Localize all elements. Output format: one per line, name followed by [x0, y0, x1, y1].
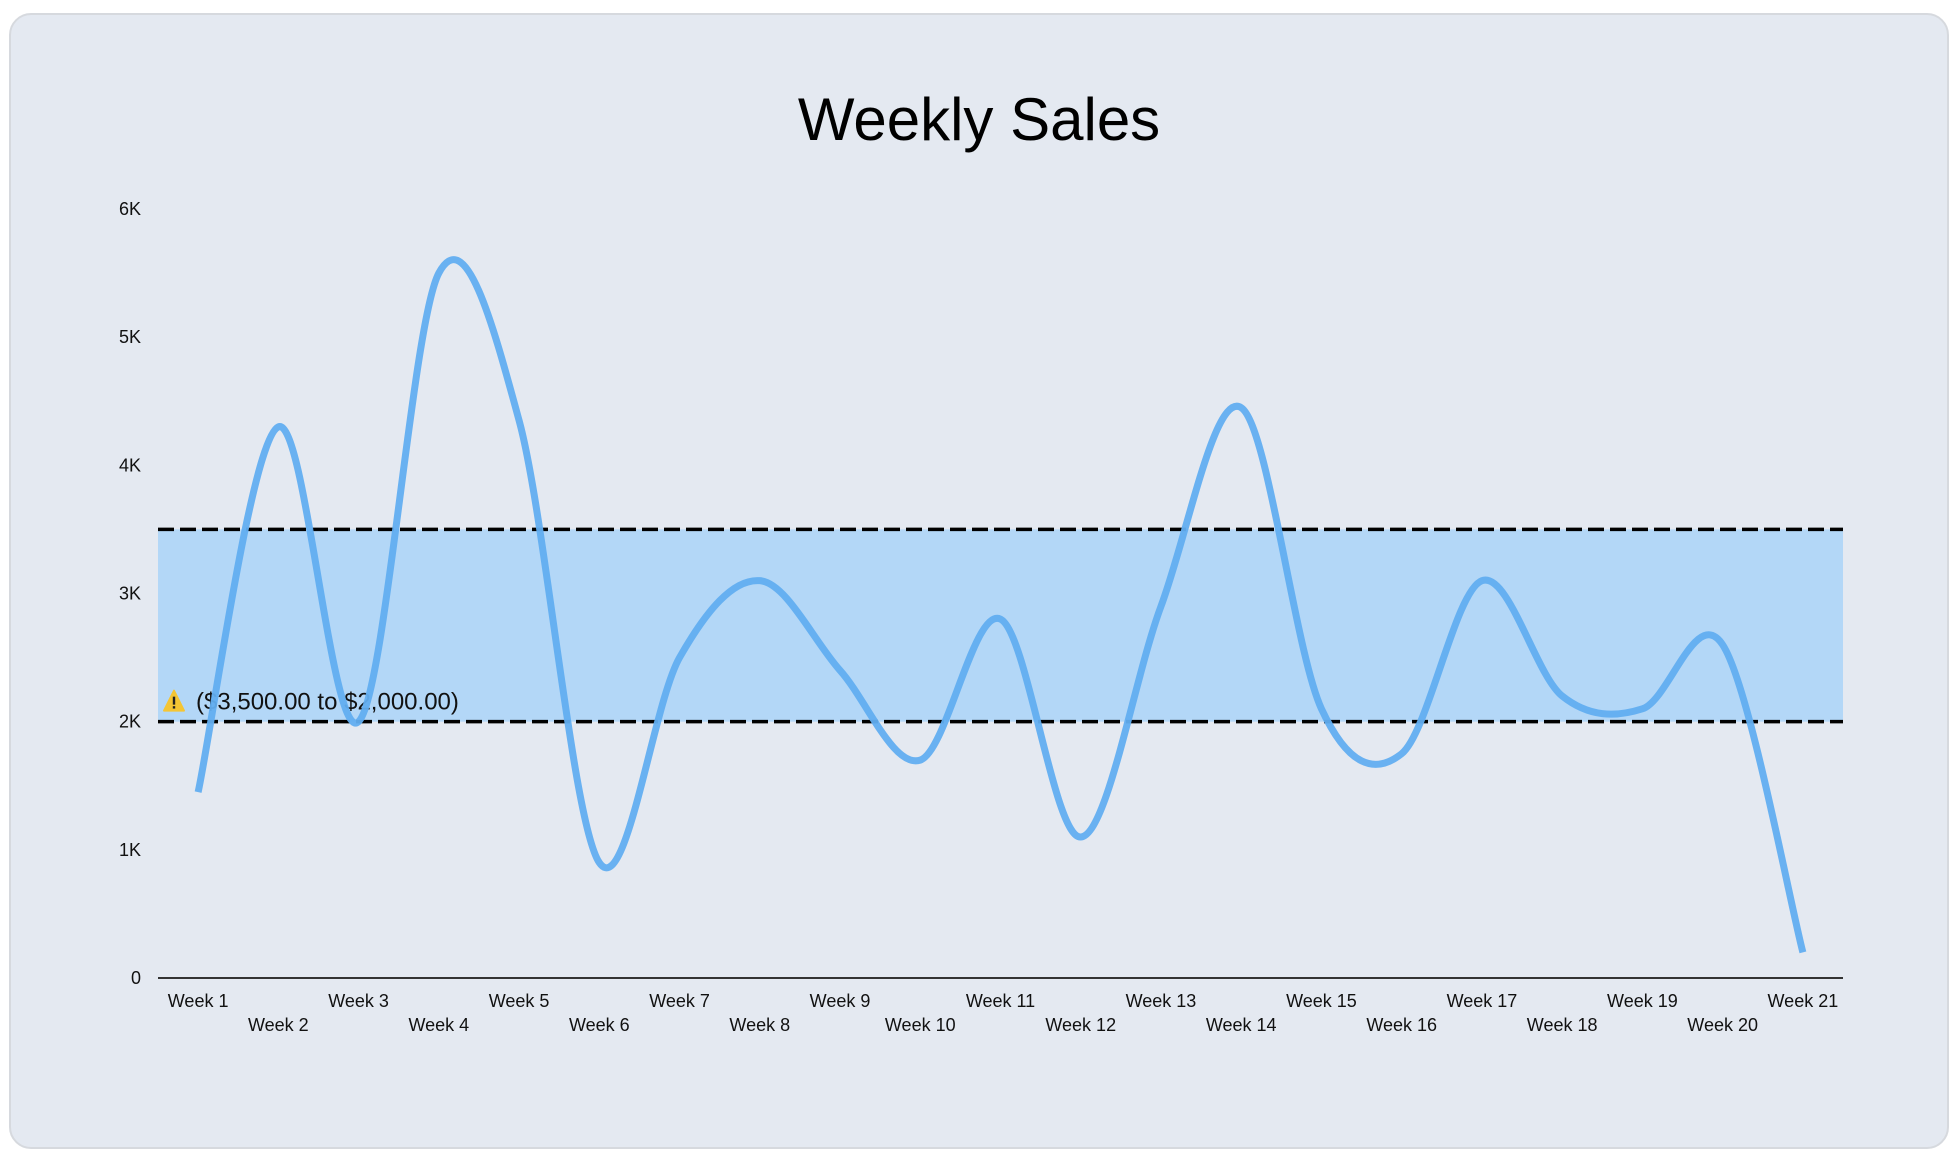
x-tick-label: Week 16 — [1366, 1015, 1437, 1035]
x-tick-label: Week 1 — [168, 991, 229, 1011]
x-tick-label: Week 2 — [248, 1015, 309, 1035]
chart-title: Weekly Sales — [797, 86, 1161, 153]
y-tick-label: 2K — [119, 712, 141, 732]
x-axis: Week 1 Week 2 Week 3 Week 4 Week 5 Week 6 Week… — [158, 977, 1843, 1035]
x-tick-label: Week 15 — [1286, 991, 1357, 1011]
y-axis: 0 1K 2K 3K 4K 5K 6K — [119, 199, 141, 988]
band-fill — [158, 529, 1843, 722]
y-tick-label: 4K — [119, 455, 141, 475]
reference-band — [158, 527, 1843, 724]
y-tick-label: 1K — [119, 840, 141, 860]
x-tick-label: Week 11 — [966, 991, 1035, 1011]
y-tick-label: 3K — [119, 583, 141, 603]
x-tick-label: Week 8 — [729, 1015, 790, 1035]
x-tick-label: Week 17 — [1447, 991, 1518, 1011]
x-tick-label: Week 19 — [1607, 991, 1678, 1011]
x-tick-label: Week 4 — [408, 1015, 469, 1035]
x-tick-label: Week 14 — [1206, 1015, 1277, 1035]
x-tick-label: Week 3 — [328, 991, 389, 1011]
warning-icon — [163, 689, 185, 712]
band-label-text: ($3,500.00 to $2,000.00) — [196, 689, 459, 716]
y-tick-label: 6K — [119, 199, 141, 219]
x-tick-label: Week 5 — [489, 991, 550, 1011]
x-tick-label: Week 9 — [810, 991, 871, 1011]
sales-series — [194, 256, 1807, 954]
sales-line — [194, 256, 1807, 954]
x-tick-label: Week 12 — [1045, 1015, 1116, 1035]
x-tick-label: Week 20 — [1687, 1015, 1758, 1035]
x-tick-label: Week 13 — [1126, 991, 1197, 1011]
x-tick-label: Week 18 — [1527, 1015, 1598, 1035]
x-tick-label: Week 10 — [885, 1015, 956, 1035]
reference-band-label: ($3,500.00 to $2,000.00) — [163, 689, 459, 716]
y-tick-label: 5K — [119, 327, 141, 347]
x-tick-label: Week 21 — [1768, 991, 1839, 1011]
x-tick-label: Week 7 — [649, 991, 710, 1011]
x-tick-label: Week 6 — [569, 1015, 630, 1035]
y-tick-label: 0 — [131, 968, 141, 988]
